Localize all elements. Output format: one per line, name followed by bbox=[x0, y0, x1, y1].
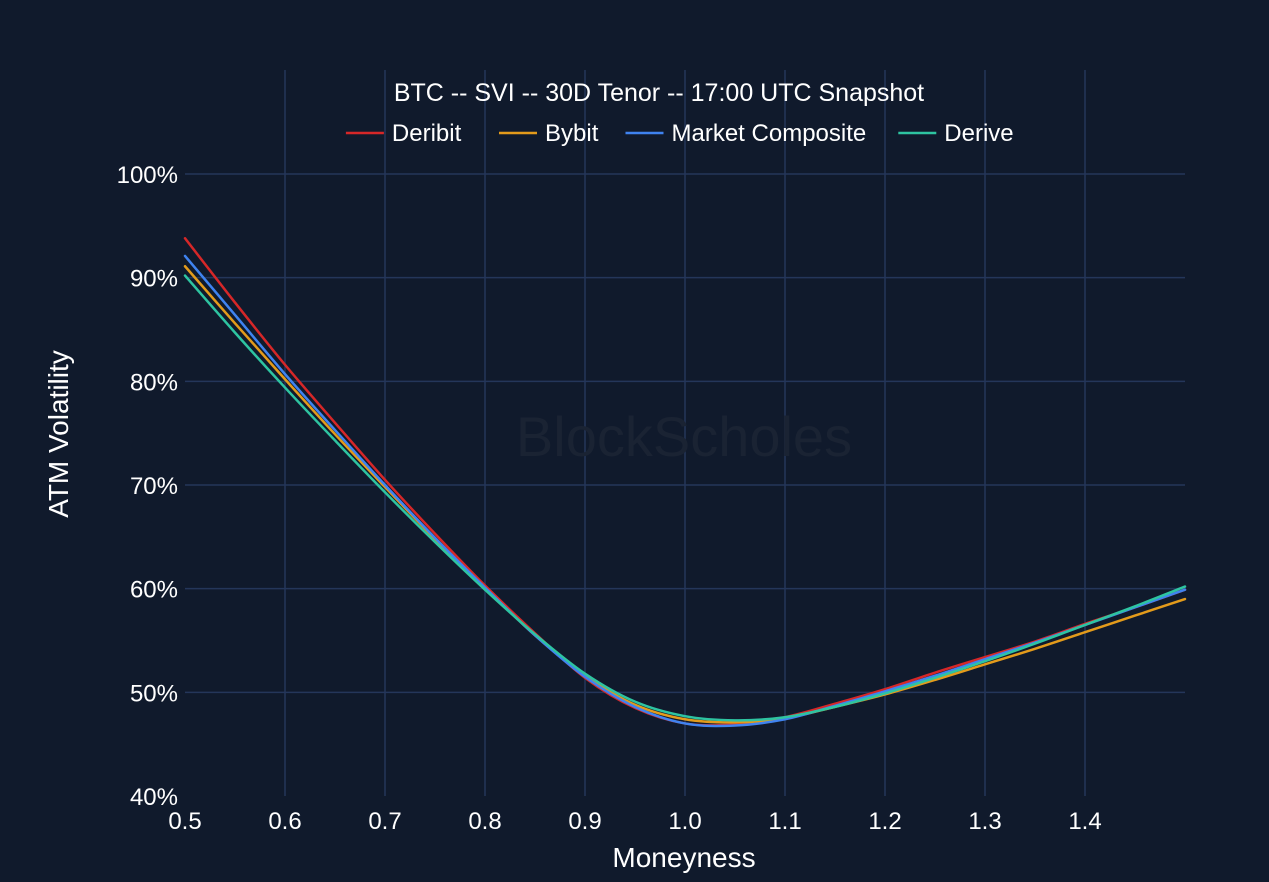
x-tick-labels: 0.5 0.6 0.7 0.8 0.9 1.0 1.1 1.2 1.3 1.4 bbox=[168, 808, 1101, 835]
x-tick-label: 0.8 bbox=[468, 808, 501, 835]
x-axis-title: Moneyness bbox=[612, 842, 755, 873]
legend-label-market-composite: Market Composite bbox=[672, 120, 867, 147]
y-tick-label: 80% bbox=[130, 369, 178, 396]
y-axis-title: ATM Volatility bbox=[43, 350, 74, 518]
chart-title: BTC -- SVI -- 30D Tenor -- 17:00 UTC Sna… bbox=[394, 79, 924, 107]
series-line-bybit bbox=[183, 265, 1187, 724]
x-tick-label: 1.3 bbox=[968, 808, 1001, 835]
legend: Deribit Bybit Market Composite Derive bbox=[345, 120, 1014, 147]
legend-label-bybit: Bybit bbox=[545, 120, 599, 147]
y-tick-label: 60% bbox=[130, 577, 178, 604]
legend-label-derive: Derive bbox=[944, 120, 1013, 147]
watermark-text: BlockScholes bbox=[516, 405, 852, 468]
x-tick-label: 0.9 bbox=[568, 808, 601, 835]
y-tick-labels: 40% 50% 60% 70% 80% 90% 100% bbox=[117, 162, 178, 811]
x-tick-label: 0.6 bbox=[268, 808, 301, 835]
series-line-derive bbox=[183, 274, 1187, 722]
series-line-market-composite bbox=[183, 254, 1187, 728]
y-tick-label: 100% bbox=[117, 162, 178, 189]
y-tick-label: 90% bbox=[130, 266, 178, 293]
x-tick-label: 1.0 bbox=[668, 808, 701, 835]
y-tick-label: 50% bbox=[130, 680, 178, 707]
x-tick-label: 1.4 bbox=[1068, 808, 1101, 835]
y-tick-label: 70% bbox=[130, 473, 178, 500]
grid bbox=[185, 70, 1185, 796]
x-tick-label: 0.7 bbox=[368, 808, 401, 835]
series-lines bbox=[183, 237, 1187, 728]
x-tick-label: 1.1 bbox=[768, 808, 801, 835]
y-tick-label: 40% bbox=[130, 784, 178, 811]
x-tick-label: 0.5 bbox=[168, 808, 201, 835]
x-tick-label: 1.2 bbox=[868, 808, 901, 835]
legend-label-deribit: Deribit bbox=[392, 120, 462, 147]
